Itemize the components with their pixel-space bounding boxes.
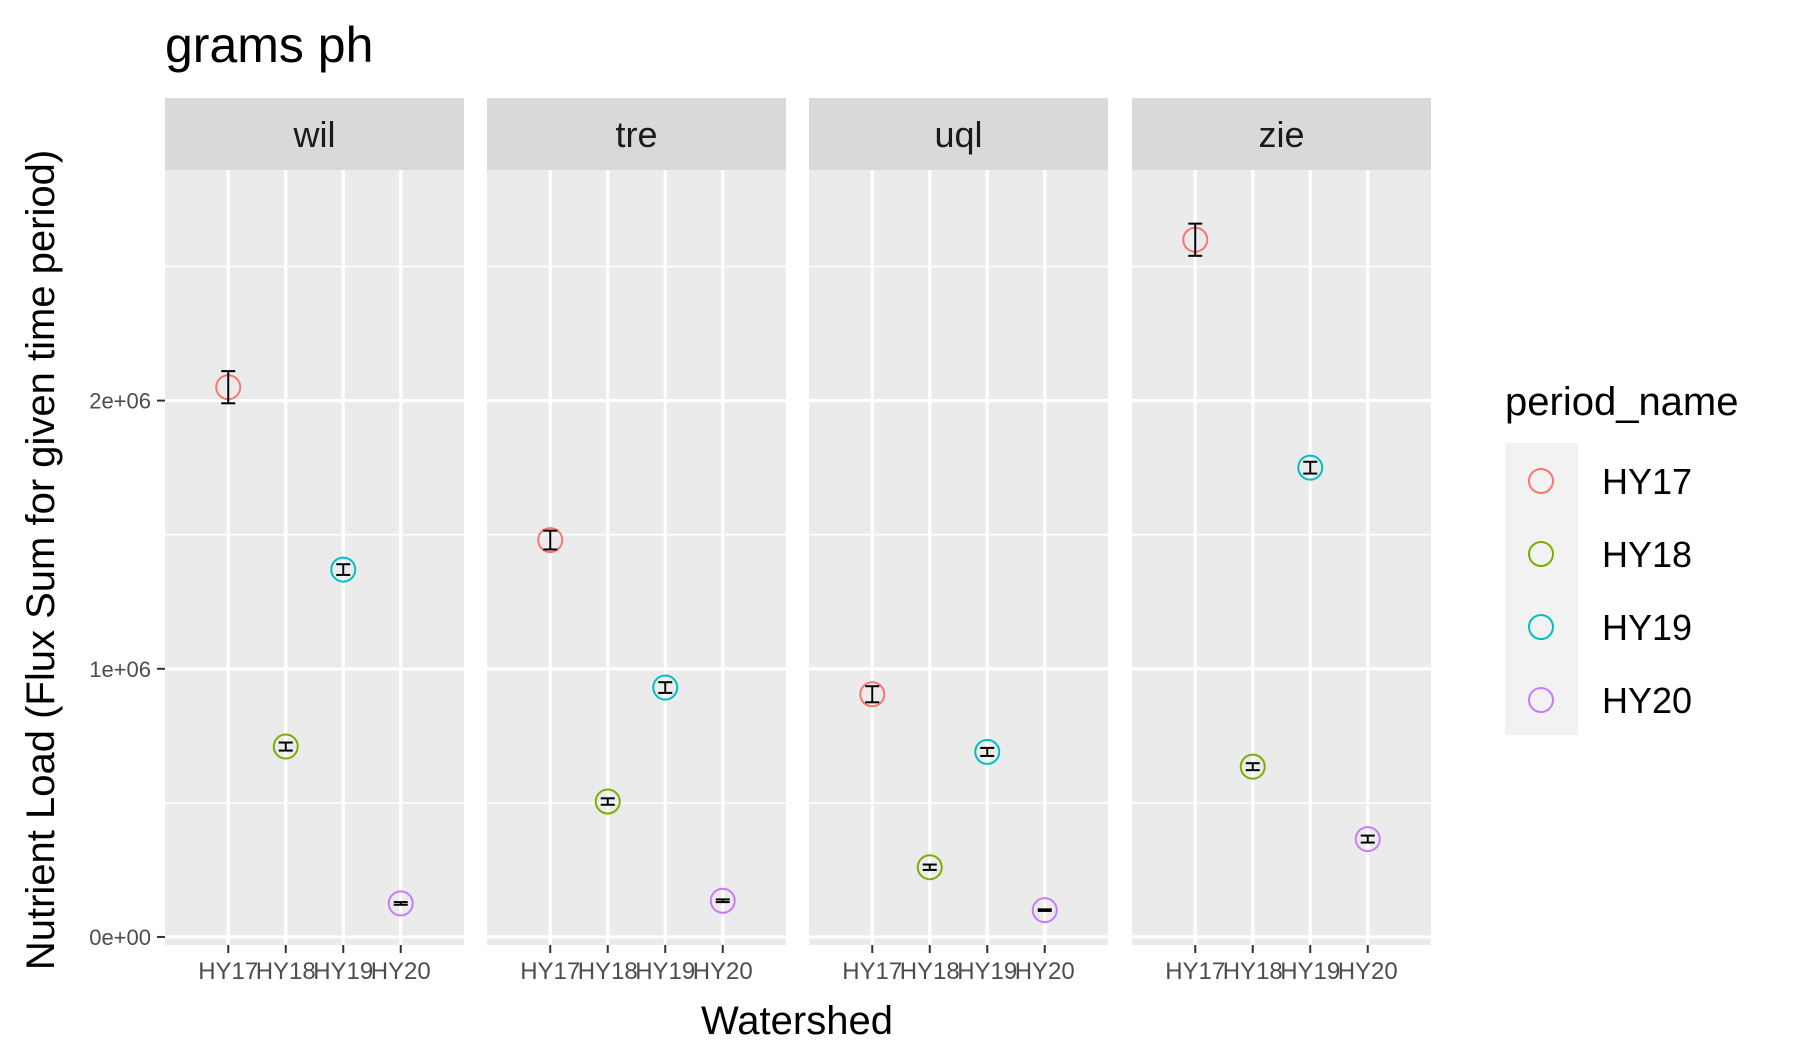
data-point-wil-hy19 bbox=[330, 556, 357, 583]
point-marker bbox=[387, 890, 414, 917]
legend-item-hy17: HY17 bbox=[1528, 461, 1692, 502]
legend-label: HY19 bbox=[1602, 607, 1692, 648]
x-tick-label: HY18 bbox=[900, 958, 960, 985]
legend-title: period_name bbox=[1505, 380, 1739, 424]
point-marker bbox=[537, 527, 564, 554]
x-tick-label: HY20 bbox=[693, 958, 753, 985]
legend-label: HY20 bbox=[1602, 680, 1692, 721]
data-point-uql-hy18 bbox=[916, 854, 943, 881]
point-marker bbox=[1031, 897, 1058, 924]
legend-item-hy19: HY19 bbox=[1528, 607, 1692, 648]
legend-key bbox=[1528, 687, 1554, 713]
legend-key-background bbox=[1505, 443, 1578, 735]
y-tick-label: 2e+06 bbox=[89, 389, 151, 414]
x-tick-label: HY19 bbox=[313, 958, 373, 985]
data-point-tre-hy17 bbox=[537, 527, 564, 554]
panel-background bbox=[165, 170, 464, 945]
point-marker bbox=[330, 556, 357, 583]
data-point-uql-hy19 bbox=[974, 738, 1001, 765]
point-marker bbox=[1297, 454, 1324, 481]
data-point-tre-hy19 bbox=[652, 674, 679, 701]
data-point-zie-hy17 bbox=[1182, 222, 1209, 257]
point-marker bbox=[594, 788, 621, 815]
panel-background bbox=[487, 170, 786, 945]
x-tick-label: HY18 bbox=[256, 958, 316, 985]
facet-strip-label: tre bbox=[615, 114, 657, 155]
x-tick-label: HY17 bbox=[520, 958, 580, 985]
y-axis-label: Nutrient Load (Flux Sum for given time p… bbox=[19, 150, 63, 970]
x-tick-label: HY18 bbox=[1223, 958, 1283, 985]
data-point-zie-hy20 bbox=[1354, 826, 1381, 853]
x-tick-label: HY20 bbox=[371, 958, 431, 985]
x-tick-label: HY17 bbox=[1165, 958, 1225, 985]
data-point-tre-hy20 bbox=[709, 887, 736, 914]
data-point-tre-hy18 bbox=[594, 788, 621, 815]
x-tick-label: HY19 bbox=[635, 958, 695, 985]
x-tick-label: HY17 bbox=[842, 958, 902, 985]
y-tick-label: 1e+06 bbox=[89, 657, 151, 682]
facet-panels: wilHY17HY18HY19HY20treHY17HY18HY19HY20uq… bbox=[165, 98, 1431, 985]
data-point-wil-hy20 bbox=[387, 890, 414, 917]
point-marker bbox=[859, 681, 886, 708]
x-tick-label: HY19 bbox=[1280, 958, 1340, 985]
facet-strip-label: wil bbox=[293, 114, 336, 155]
legend-item-hy18: HY18 bbox=[1528, 534, 1692, 575]
facet-strip-label: uql bbox=[934, 114, 982, 155]
point-marker bbox=[974, 738, 1001, 765]
x-tick-label: HY19 bbox=[957, 958, 1017, 985]
y-tick-label: 0e+00 bbox=[89, 925, 151, 950]
x-tick-label: HY18 bbox=[578, 958, 638, 985]
point-marker bbox=[709, 887, 736, 914]
legend-key bbox=[1528, 541, 1554, 567]
point-marker bbox=[1239, 753, 1266, 780]
point-marker bbox=[652, 674, 679, 701]
facet-strip bbox=[1132, 98, 1431, 170]
data-point-wil-hy17 bbox=[215, 370, 242, 405]
data-point-zie-hy18 bbox=[1239, 753, 1266, 780]
point-marker bbox=[272, 733, 299, 760]
data-point-uql-hy20 bbox=[1031, 897, 1058, 924]
y-axis: 0e+00 1e+06 2e+06 bbox=[89, 389, 165, 950]
panel-background bbox=[1132, 170, 1431, 945]
data-point-wil-hy18 bbox=[272, 733, 299, 760]
facet-strip bbox=[165, 98, 464, 170]
legend-item-hy20: HY20 bbox=[1528, 680, 1692, 721]
legend: period_name HY17 HY18 HY19 HY20 bbox=[1505, 380, 1739, 735]
x-tick-label: HY20 bbox=[1338, 958, 1398, 985]
data-point-zie-hy19 bbox=[1297, 454, 1324, 481]
facet-strip bbox=[809, 98, 1108, 170]
x-tick-label: HY17 bbox=[198, 958, 258, 985]
panel-background bbox=[809, 170, 1108, 945]
legend-key bbox=[1528, 468, 1554, 494]
x-axis-label: Watershed bbox=[701, 999, 893, 1043]
point-marker bbox=[1354, 826, 1381, 853]
facet-strip-label: zie bbox=[1258, 114, 1304, 155]
legend-label: HY18 bbox=[1602, 534, 1692, 575]
data-point-uql-hy17 bbox=[859, 681, 886, 708]
x-tick-label: HY20 bbox=[1015, 958, 1075, 985]
legend-label: HY17 bbox=[1602, 461, 1692, 502]
legend-key bbox=[1528, 614, 1554, 640]
point-marker bbox=[916, 854, 943, 881]
chart-title: grams ph bbox=[165, 17, 373, 73]
facet-strip bbox=[487, 98, 786, 170]
